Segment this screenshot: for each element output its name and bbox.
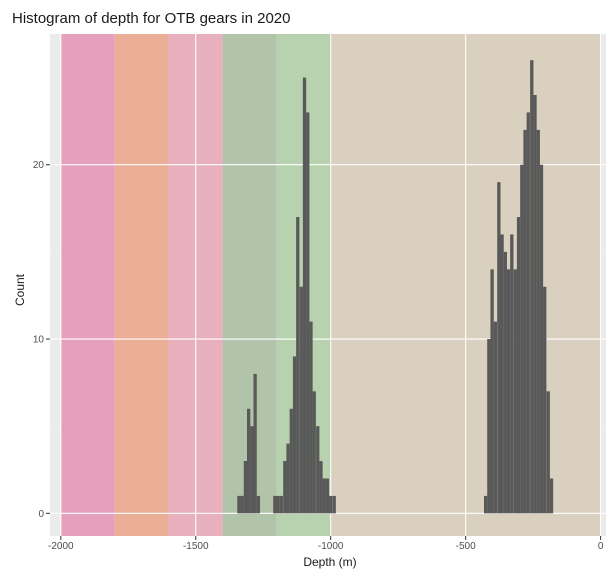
histogram-bar	[329, 495, 333, 514]
histogram-bar	[240, 495, 244, 514]
histogram-bar	[539, 164, 544, 514]
histogram-bar	[250, 426, 254, 514]
histogram-bar	[279, 495, 283, 514]
histogram-bar	[530, 60, 534, 514]
chart-title: Histogram of depth for OTB gears in 2020	[12, 10, 290, 27]
x-axis-title: Depth (m)	[303, 555, 356, 569]
histogram-bar	[319, 461, 323, 514]
histogram-bar	[526, 112, 530, 514]
histogram-bar	[237, 495, 241, 514]
histogram-bar	[483, 495, 488, 514]
histogram-bar	[256, 495, 261, 514]
histogram-bar	[497, 182, 501, 514]
histogram-bar	[503, 251, 507, 514]
x-tick-label: -2000	[48, 541, 74, 552]
histogram-bar	[296, 217, 300, 514]
histogram-bar	[292, 356, 297, 514]
x-tick-label: -500	[456, 541, 476, 552]
histogram-bar	[543, 286, 547, 514]
y-axis: 0 10 20	[33, 160, 50, 520]
x-tick-label: -1000	[318, 541, 344, 552]
histogram-bar	[332, 495, 336, 514]
y-tick-label: 10	[33, 335, 45, 346]
histogram-bar	[546, 391, 550, 514]
histogram-bar	[523, 129, 527, 514]
x-axis: -2000 -1500 -1000 -500 0	[48, 536, 604, 552]
histogram-bar	[247, 408, 251, 514]
histogram-bar	[283, 461, 287, 514]
x-tick-label: -1500	[183, 541, 209, 552]
histogram-bar	[322, 478, 326, 514]
y-tick-label: 20	[33, 160, 45, 171]
histogram-bar	[487, 339, 491, 514]
histogram-bar	[510, 234, 514, 514]
histogram-bar	[549, 478, 554, 514]
histogram-bar	[273, 495, 277, 514]
x-tick-label: 0	[598, 541, 604, 552]
histogram-bar	[513, 269, 517, 514]
depth-band	[60, 34, 115, 536]
histogram-bar	[289, 408, 293, 514]
histogram-bar	[536, 129, 540, 514]
histogram-bar	[286, 443, 290, 514]
histogram-bar	[316, 426, 320, 514]
histogram-bar	[302, 77, 307, 514]
histogram-bar	[533, 95, 537, 514]
histogram-bar	[500, 234, 504, 514]
histogram-bar	[325, 478, 330, 514]
histogram-bar	[243, 461, 248, 514]
histogram-bar	[493, 321, 497, 514]
histogram-bar	[520, 164, 524, 514]
histogram-bar	[312, 391, 316, 514]
histogram-bar	[253, 373, 257, 514]
y-axis-title: Count	[13, 273, 27, 306]
histogram-bar	[506, 269, 511, 514]
histogram-bars	[237, 60, 554, 514]
histogram-bar	[299, 286, 303, 514]
histogram-bar	[276, 495, 280, 514]
histogram-bar	[306, 112, 310, 514]
y-tick-label: 0	[38, 509, 44, 520]
histogram-bar	[516, 217, 521, 514]
histogram-bar	[490, 269, 494, 514]
depth-band	[114, 34, 169, 536]
histogram-bar	[309, 321, 313, 514]
